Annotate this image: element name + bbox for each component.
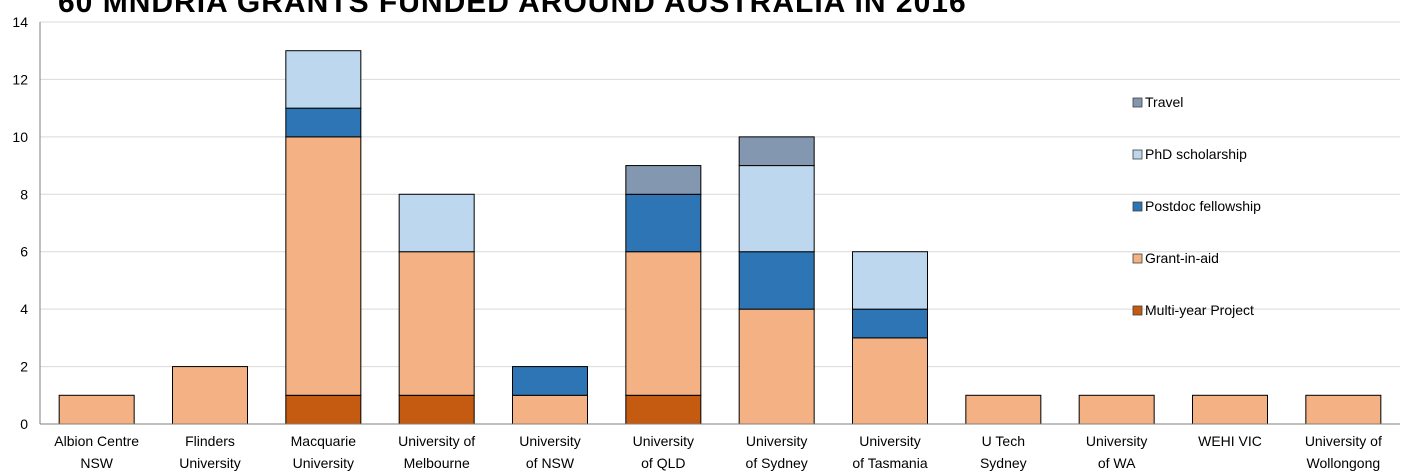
x-tick-label-line: Macquarie xyxy=(291,433,357,449)
legend-swatch-4 xyxy=(1132,305,1143,316)
bar-segment-8-1 xyxy=(965,394,1042,425)
legend-label-4: Multi-year Project xyxy=(1145,302,1254,318)
x-tick-label-line: WEHI VIC xyxy=(1198,433,1262,449)
x-tick-label-8: U Tech Sydney xyxy=(980,433,1027,471)
x-tick-label-line: of WA xyxy=(1098,455,1136,471)
y-tick-label-0: 0 xyxy=(20,416,28,432)
x-tick-label-line: University of xyxy=(1305,433,1382,449)
x-tick-label-11: University of Wollongong xyxy=(1305,433,1382,471)
x-tick-label-6: University of Sydney xyxy=(746,433,808,471)
chart-title-clip: 60 MNDRIA GRANTS FUNDED AROUND AUSTRALIA… xyxy=(0,0,1409,18)
bar-segment-6-2 xyxy=(738,251,815,310)
x-tick-label-1: Flinders University xyxy=(179,433,240,471)
y-tick-label-4: 4 xyxy=(20,301,28,317)
legend-label-2: Postdoc fellowship xyxy=(1145,198,1261,214)
legend-label-3: Grant-in-aid xyxy=(1145,250,1219,266)
bar-segment-7-3 xyxy=(852,251,928,310)
x-tick-label-line: University of xyxy=(398,433,475,449)
x-tick-label-line: Albion Centre xyxy=(54,433,139,449)
y-tick-label-6: 6 xyxy=(20,244,28,260)
bar-segment-2-2 xyxy=(285,107,362,138)
x-tick-label-3: University of Melbourne xyxy=(398,433,475,471)
legend-label-0: Travel xyxy=(1145,94,1183,110)
x-tick-label-7: University of Tasmania xyxy=(852,433,927,471)
x-tick-label-line: of QLD xyxy=(641,455,685,471)
bar-segment-6-3 xyxy=(738,165,815,253)
x-tick-label-line: Flinders xyxy=(185,433,235,449)
bar-segment-2-0 xyxy=(285,394,362,425)
x-tick-label-9: University of WA xyxy=(1086,433,1147,471)
y-tick-labels: 0 2 4 6 8 10 12 14 xyxy=(12,14,28,432)
bar-segment-0-1 xyxy=(58,394,135,425)
y-tick-label-14: 14 xyxy=(12,14,28,30)
x-tick-label-line: University xyxy=(179,455,240,471)
bar-segment-5-2 xyxy=(625,193,702,253)
legend-swatch-2 xyxy=(1132,201,1143,212)
bar-segment-7-1 xyxy=(852,337,928,425)
x-tick-label-line: U Tech xyxy=(982,433,1025,449)
bar-segment-4-1 xyxy=(512,394,588,425)
axes xyxy=(39,22,1400,425)
x-tick-label-line: University xyxy=(746,433,807,449)
x-tick-label-line: University xyxy=(293,455,354,471)
bar-segment-2-3 xyxy=(285,50,362,109)
bar-segment-3-0 xyxy=(398,394,475,425)
x-tick-label-line: University xyxy=(859,433,920,449)
bar-segment-6-1 xyxy=(738,308,815,425)
legend-label-1: PhD scholarship xyxy=(1145,146,1247,162)
x-tick-label-line: of Tasmania xyxy=(852,455,927,471)
x-tick-label-line: of Sydney xyxy=(746,455,808,471)
x-tick-label-5: University of QLD xyxy=(633,433,694,471)
bar-segment-11-1 xyxy=(1305,394,1382,425)
bar-segment-2-1 xyxy=(285,136,362,396)
bar-segment-5-0 xyxy=(625,394,702,425)
x-tick-label-line: Melbourne xyxy=(404,455,470,471)
x-tick-label-line: of NSW xyxy=(526,455,575,471)
x-tick-label-line: NSW xyxy=(80,455,113,471)
x-tick-label-0: Albion Centre NSW xyxy=(54,433,139,471)
bar-segment-6-4 xyxy=(738,136,815,167)
x-tick-label-4: University of NSW xyxy=(519,433,580,471)
bar-segment-10-1 xyxy=(1192,394,1268,425)
chart-title: 60 MNDRIA GRANTS FUNDED AROUND AUSTRALIA… xyxy=(58,0,967,18)
bar-segment-5-1 xyxy=(625,251,702,396)
gridlines xyxy=(40,21,1400,368)
x-tick-label-line: Sydney xyxy=(980,455,1027,471)
legend: Travel PhD scholarship Postdoc fellowship G… xyxy=(1132,94,1261,318)
bar-segment-9-1 xyxy=(1078,394,1155,425)
x-tick-label-line: University xyxy=(519,433,580,449)
legend-swatch-1 xyxy=(1132,149,1143,160)
bar-segment-5-4 xyxy=(625,165,702,195)
y-tick-label-8: 8 xyxy=(20,186,28,202)
bar-segment-7-2 xyxy=(852,308,928,339)
bars xyxy=(58,50,1382,425)
x-tick-label-line: Wollongong xyxy=(1306,455,1380,471)
x-tick-label-line: University xyxy=(633,433,694,449)
x-tick-label-line: University xyxy=(1086,433,1147,449)
y-tick-label-10: 10 xyxy=(12,129,28,145)
x-tick-label-2: Macquarie University xyxy=(291,433,357,471)
legend-swatch-3 xyxy=(1132,253,1143,264)
bar-segment-4-2 xyxy=(512,366,588,396)
y-tick-label-2: 2 xyxy=(20,359,28,375)
bar-segment-3-1 xyxy=(398,251,475,396)
legend-swatch-0 xyxy=(1132,97,1143,108)
x-tick-label-10: WEHI VIC xyxy=(1198,433,1262,449)
bar-segment-1-1 xyxy=(172,366,248,425)
bar-segment-3-3 xyxy=(398,193,475,253)
y-tick-label-12: 12 xyxy=(12,71,28,87)
